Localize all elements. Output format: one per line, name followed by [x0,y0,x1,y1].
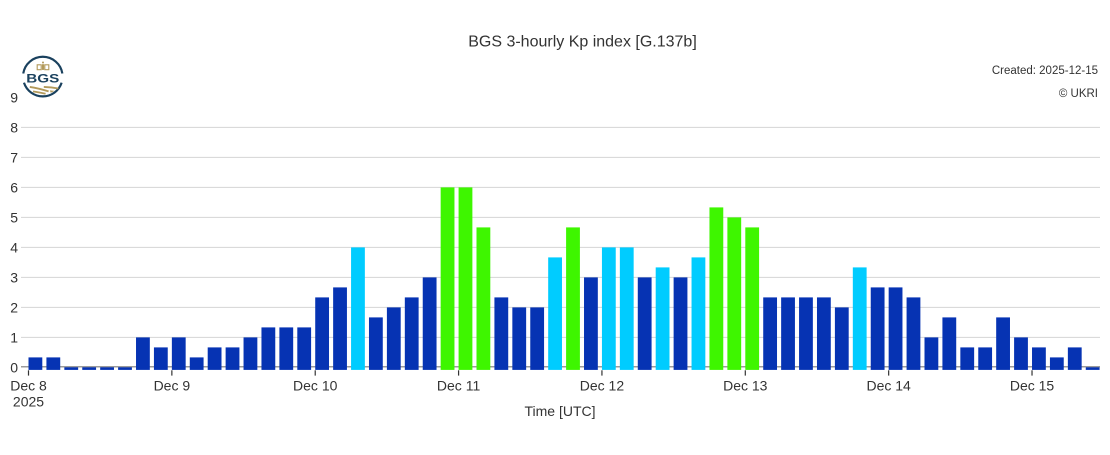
svg-text:BGS: BGS [26,72,59,86]
svg-text:3: 3 [10,269,18,285]
svg-text:Dec 13: Dec 13 [723,378,768,394]
svg-text:Dec 11: Dec 11 [437,378,481,394]
svg-text:Created: 2025-12-15: Created: 2025-12-15 [992,65,1098,77]
svg-text:BGS 3-hourly Kp index [G.137b]: BGS 3-hourly Kp index [G.137b] [468,34,697,51]
svg-text:© UKRI: © UKRI [1059,88,1098,100]
svg-text:9: 9 [10,89,18,105]
svg-text:Dec 15: Dec 15 [1010,378,1055,394]
svg-text:Dec 12: Dec 12 [580,378,625,394]
svg-text:Dec 8: Dec 8 [10,378,47,394]
svg-text:Time [UTC]: Time [UTC] [524,403,595,419]
svg-text:0: 0 [10,359,18,375]
svg-text:Dec 10: Dec 10 [293,378,338,394]
svg-text:2025: 2025 [13,394,44,410]
svg-text:Dec 14: Dec 14 [866,378,911,394]
svg-text:2: 2 [10,299,18,315]
svg-text:5: 5 [10,209,18,225]
svg-text:1: 1 [10,329,18,345]
svg-text:7: 7 [10,149,18,165]
svg-text:Dec 9: Dec 9 [154,378,191,394]
svg-text:6: 6 [10,179,18,195]
svg-text:8: 8 [10,119,18,135]
svg-text:4: 4 [10,239,18,255]
